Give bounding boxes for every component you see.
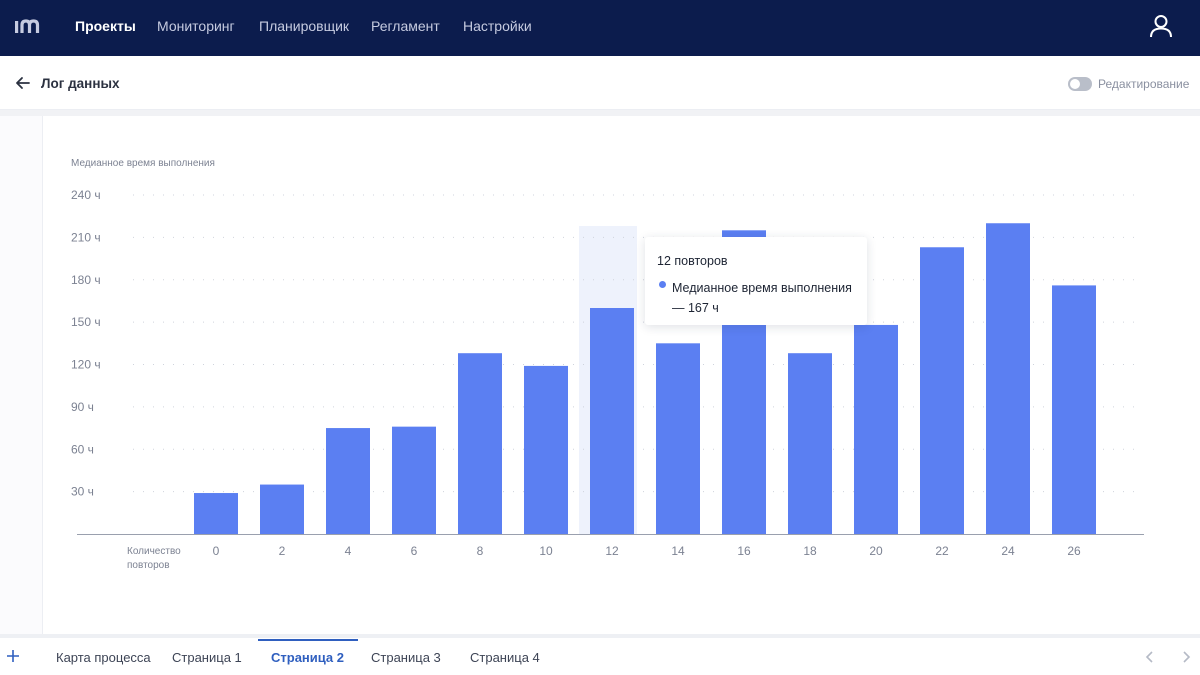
tab-page-1[interactable]: Страница 1 bbox=[172, 650, 242, 665]
active-tab-indicator bbox=[258, 639, 358, 641]
y-tick-label: 240 ч bbox=[71, 188, 101, 202]
tooltip-series-value: Медианное время выполнения — 167 ч bbox=[672, 281, 852, 315]
y-tick-label: 180 ч bbox=[71, 273, 101, 287]
bar bbox=[524, 365, 568, 534]
tab-page-3[interactable]: Страница 3 bbox=[371, 650, 441, 665]
toggle-knob bbox=[1070, 79, 1080, 89]
logo-icon[interactable] bbox=[14, 16, 44, 38]
nav-item-regulations[interactable]: Регламент bbox=[371, 18, 440, 34]
plus-icon[interactable] bbox=[6, 649, 20, 663]
tabbar-divider bbox=[0, 634, 1200, 638]
x-tick-label: 8 bbox=[477, 544, 484, 558]
nav-item-monitoring[interactable]: Мониторинг bbox=[157, 18, 235, 34]
arrow-left-icon[interactable] bbox=[14, 74, 32, 92]
tooltip-title: 12 повторов bbox=[657, 254, 728, 268]
y-tick-label: 30 ч bbox=[71, 485, 94, 499]
x-tick-label: 26 bbox=[1067, 544, 1081, 558]
y-tick-label: 210 ч bbox=[71, 230, 101, 244]
x-tick-label: 6 bbox=[411, 544, 418, 558]
bar bbox=[260, 484, 304, 534]
bar bbox=[788, 353, 832, 534]
x-tick-label: 2 bbox=[279, 544, 286, 558]
bar bbox=[590, 308, 634, 534]
bar bbox=[392, 426, 436, 534]
nav-item-scheduler[interactable]: Планировщик bbox=[259, 18, 350, 34]
bar bbox=[656, 343, 700, 534]
bar-chart: 30 ч 60 ч 90 ч 120 ч 150 ч 180 ч 210 ч 240 ч Мед… bbox=[71, 158, 1144, 571]
x-tick-label: 4 bbox=[345, 544, 352, 558]
bar bbox=[194, 493, 238, 534]
x-axis-title: Количество повторов bbox=[127, 546, 181, 571]
y-tick-label: 150 ч bbox=[71, 315, 101, 329]
y-tick-label: 120 ч bbox=[71, 358, 101, 372]
chevron-right-icon[interactable] bbox=[1179, 650, 1193, 664]
page-tabs: Карта процесса Страница 1 Страница 2 Стр… bbox=[0, 638, 1200, 675]
y-tick-label: 90 ч bbox=[71, 400, 94, 414]
y-tick-label: 60 ч bbox=[71, 442, 94, 456]
x-tick-label: 14 bbox=[671, 544, 685, 558]
chevron-left-icon[interactable] bbox=[1143, 650, 1157, 664]
nav-item-projects[interactable]: Проекты bbox=[75, 18, 136, 34]
bar bbox=[458, 353, 502, 534]
page-header: Лог данных Редактирование bbox=[0, 56, 1200, 110]
x-tick-label: 18 bbox=[803, 544, 817, 558]
page-title: Лог данных bbox=[41, 76, 120, 91]
bar bbox=[1052, 285, 1096, 534]
bar bbox=[920, 247, 964, 534]
tab-process-map[interactable]: Карта процесса bbox=[56, 650, 151, 665]
x-tick-label: 0 bbox=[213, 544, 220, 558]
top-navbar: Проекты Мониторинг Планировщик Регламент… bbox=[0, 0, 1200, 56]
x-tick-label: 12 bbox=[605, 544, 619, 558]
x-tick-label: 24 bbox=[1001, 544, 1015, 558]
chart-panel: 30 ч 60 ч 90 ч 120 ч 150 ч 180 ч 210 ч 240 ч Мед… bbox=[42, 116, 1200, 634]
y-axis-title: Медианное время выполнения bbox=[71, 158, 215, 169]
tab-page-2[interactable]: Страница 2 bbox=[271, 650, 344, 665]
x-tick-label: 20 bbox=[869, 544, 883, 558]
x-tick-label: 22 bbox=[935, 544, 949, 558]
chart-tooltip: 12 повторов Медианное время выполнения —… bbox=[645, 237, 867, 325]
tab-page-4[interactable]: Страница 4 bbox=[470, 650, 540, 665]
x-tick-label: 10 bbox=[539, 544, 553, 558]
bar bbox=[326, 428, 370, 534]
nav-item-settings[interactable]: Настройки bbox=[463, 18, 532, 34]
edit-toggle-label: Редактирование bbox=[1098, 77, 1190, 91]
series-dot-icon bbox=[659, 281, 666, 288]
bar bbox=[854, 324, 898, 534]
section-divider bbox=[0, 110, 1200, 116]
bar bbox=[986, 223, 1030, 534]
edit-toggle[interactable] bbox=[1068, 77, 1092, 91]
x-tick-label: 16 bbox=[737, 544, 751, 558]
user-icon[interactable] bbox=[1148, 13, 1174, 39]
